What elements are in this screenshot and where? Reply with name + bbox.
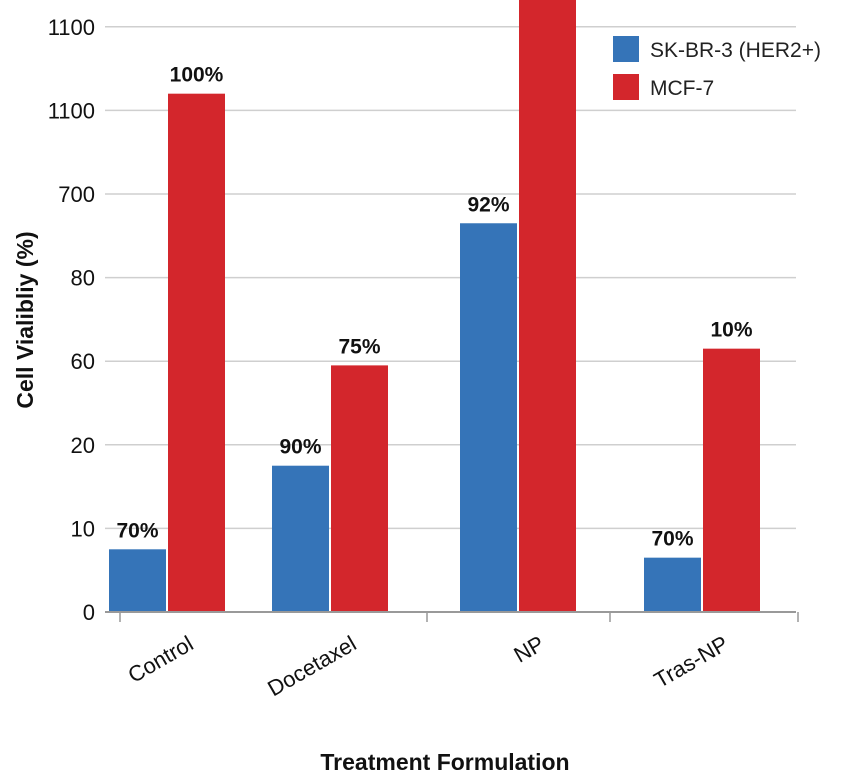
bar-1-2 (519, 0, 576, 612)
bar-1-1 (331, 365, 388, 612)
data-label: 90% (279, 436, 321, 459)
bar-0-2 (460, 223, 517, 612)
y-tick-label: 10 (71, 516, 95, 541)
legend: SK-BR-3 (HER2+) MCF-7 (613, 36, 821, 100)
bar-1-0 (168, 93, 225, 613)
bars (109, 0, 760, 613)
y-tick-label: 20 (71, 433, 95, 458)
data-label: 70% (651, 528, 693, 551)
legend-label-skbr3: SK-BR-3 (HER2+) (650, 39, 821, 62)
x-axis-ticks: Control Docetaxel NP Tras-NP (119, 612, 799, 702)
data-labels: 70%90%92%70%100%75%75%10% (116, 64, 752, 551)
data-label: 75% (338, 335, 380, 358)
bar-0-1 (272, 465, 329, 612)
x-axis-title: Treatment Formulation (320, 749, 569, 775)
legend-label-mcf7: MCF-7 (650, 77, 714, 100)
y-tick-label: 1100 (48, 15, 95, 40)
data-label: 10% (710, 319, 752, 342)
y-tick-label: 700 (58, 182, 95, 207)
bar-1-3 (703, 348, 760, 612)
y-tick-label: 80 (71, 266, 95, 291)
x-tick-label: Docetaxel (263, 631, 360, 702)
y-tick-label: 1100 (48, 98, 95, 123)
data-label: 100% (170, 64, 224, 87)
bar-0-0 (109, 549, 166, 612)
x-tick-label: NP (510, 631, 549, 668)
legend-swatch-mcf7 (613, 74, 639, 100)
y-axis-ticks: 0 10 20 60 80 700 1100 1100 (48, 15, 95, 625)
bar-0-3 (644, 557, 701, 612)
x-tick-label: Tras-NP (650, 631, 733, 693)
legend-swatch-skbr3 (613, 36, 639, 62)
y-tick-label: 60 (71, 349, 95, 374)
data-label: 92% (467, 193, 509, 216)
y-tick-label: 0 (83, 600, 95, 625)
data-label: 70% (116, 519, 158, 542)
y-axis-title: Cell Vialibliy (%) (12, 231, 38, 408)
x-tick-label: Control (124, 631, 198, 688)
